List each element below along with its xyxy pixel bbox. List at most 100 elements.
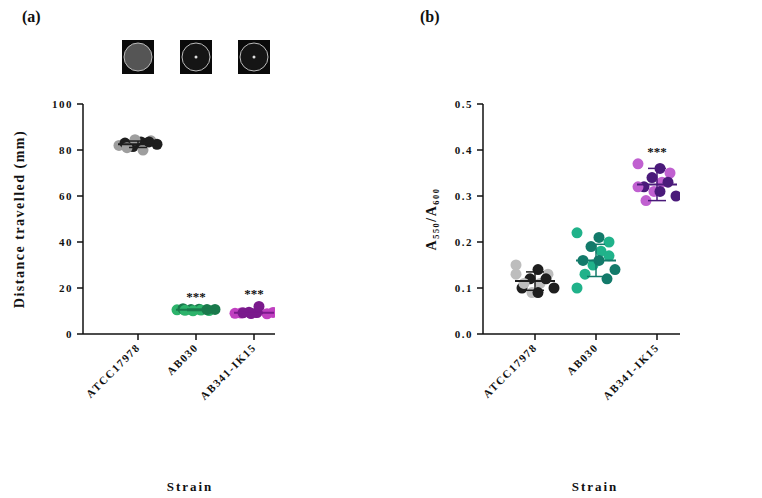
data-point bbox=[511, 269, 522, 280]
plate-image bbox=[180, 40, 212, 74]
y-tick bbox=[477, 149, 483, 151]
y-tick-label: 20 bbox=[59, 282, 73, 294]
error-bar-cap bbox=[245, 313, 263, 315]
error-bar-stem bbox=[595, 244, 597, 276]
category-label: AB030 bbox=[564, 341, 600, 377]
error-bar bbox=[648, 168, 666, 200]
category-label: ATCC17978 bbox=[480, 341, 539, 400]
plate-image bbox=[124, 43, 152, 71]
category-label: AB030 bbox=[164, 341, 200, 377]
y-tick bbox=[77, 103, 83, 105]
significance-label: *** bbox=[647, 144, 667, 159]
y-tick-label: 0.4 bbox=[455, 144, 473, 156]
y-axis-line bbox=[482, 104, 484, 334]
data-point bbox=[533, 287, 544, 298]
y-tick-label: 0.1 bbox=[455, 282, 473, 294]
error-bar-cap bbox=[587, 244, 605, 246]
x-axis-line bbox=[83, 333, 275, 335]
data-point bbox=[533, 264, 544, 275]
error-bar-stem bbox=[534, 272, 536, 290]
y-axis-label: Distance travelled (mm) bbox=[12, 130, 28, 308]
mean-line bbox=[176, 309, 216, 311]
y-tick bbox=[77, 333, 83, 335]
mean-line bbox=[234, 312, 274, 314]
plate-image bbox=[240, 43, 268, 71]
x-tick bbox=[534, 334, 536, 340]
plate-image bbox=[182, 43, 210, 71]
x-tick bbox=[137, 334, 139, 340]
plate-image bbox=[238, 40, 270, 74]
plate-image bbox=[253, 56, 256, 59]
error-bar bbox=[245, 312, 263, 313]
x-axis-label: Strain bbox=[572, 479, 619, 494]
y-axis-line bbox=[82, 104, 84, 334]
panel-title: (a) bbox=[22, 8, 41, 26]
data-point bbox=[594, 232, 605, 243]
y-tick-label: 100 bbox=[52, 98, 73, 110]
error-bar bbox=[526, 272, 544, 290]
data-point bbox=[655, 186, 666, 197]
data-point bbox=[541, 273, 552, 284]
error-bar-cap bbox=[129, 140, 147, 142]
data-point bbox=[586, 241, 597, 252]
x-tick bbox=[253, 334, 255, 340]
y-tick-label: 0.2 bbox=[455, 236, 473, 248]
figure: (a) Distance travelled (mm) Strain 0 20 40 60 8… bbox=[0, 0, 762, 498]
y-tick bbox=[477, 241, 483, 243]
error-bar-stem bbox=[656, 168, 658, 200]
y-tick-label: 0 bbox=[66, 328, 73, 340]
y-axis-label: A₅₅₀/A₆₀₀ bbox=[424, 188, 439, 251]
error-bar-cap bbox=[526, 271, 544, 273]
data-point bbox=[580, 269, 591, 280]
marks bbox=[511, 158, 681, 298]
error-bar-stem bbox=[137, 141, 139, 147]
data-point bbox=[604, 237, 615, 248]
y-tick bbox=[77, 241, 83, 243]
error-bar-cap bbox=[129, 147, 147, 149]
x-axis-label: Strain bbox=[167, 479, 214, 494]
data-point bbox=[633, 181, 644, 192]
y-tick-label: 0.0 bbox=[455, 328, 473, 340]
error-bar bbox=[129, 141, 147, 147]
significance-label: *** bbox=[186, 289, 206, 304]
error-bar-cap bbox=[187, 310, 205, 312]
data-point bbox=[572, 227, 583, 238]
data-point bbox=[144, 136, 155, 147]
data-point bbox=[671, 191, 681, 202]
y-tick-label: 40 bbox=[59, 236, 73, 248]
marks bbox=[114, 134, 276, 319]
x-tick bbox=[195, 334, 197, 340]
data-point bbox=[633, 158, 644, 169]
error-bar-cap bbox=[187, 308, 205, 310]
x-tick bbox=[656, 334, 658, 340]
data-point bbox=[549, 283, 560, 294]
category-label: ATCC17978 bbox=[83, 341, 142, 400]
y-tick bbox=[77, 149, 83, 151]
y-tick bbox=[477, 333, 483, 335]
error-bar-cap bbox=[587, 276, 605, 278]
y-tick bbox=[477, 103, 483, 105]
error-bar-cap bbox=[245, 311, 263, 313]
panel: (b) A₅₅₀/A₆₀₀ Strain 0.0 0.1 0.2 0.3 0.4 0.5 ATCC… bbox=[420, 8, 682, 494]
y-tick-label: 80 bbox=[59, 144, 73, 156]
category-label: AB341-IK15 bbox=[197, 341, 258, 402]
data-point bbox=[519, 278, 530, 289]
x-tick bbox=[595, 334, 597, 340]
x-axis-line bbox=[483, 333, 680, 335]
y-tick-label: 0.3 bbox=[455, 190, 473, 202]
error-bar bbox=[187, 309, 205, 310]
panel-title: (b) bbox=[420, 8, 440, 26]
data-point bbox=[610, 264, 621, 275]
y-tick-label: 0.5 bbox=[455, 98, 473, 110]
plate-image bbox=[195, 56, 198, 59]
y-tick bbox=[477, 287, 483, 289]
data-point bbox=[663, 177, 674, 188]
error-bar-cap bbox=[648, 200, 666, 202]
data-point bbox=[665, 168, 676, 179]
plate-image bbox=[122, 40, 154, 74]
data-point bbox=[647, 172, 658, 183]
error-bar bbox=[587, 244, 605, 276]
y-tick bbox=[77, 195, 83, 197]
error-bar-cap bbox=[648, 168, 666, 170]
y-tick-label: 60 bbox=[59, 190, 73, 202]
